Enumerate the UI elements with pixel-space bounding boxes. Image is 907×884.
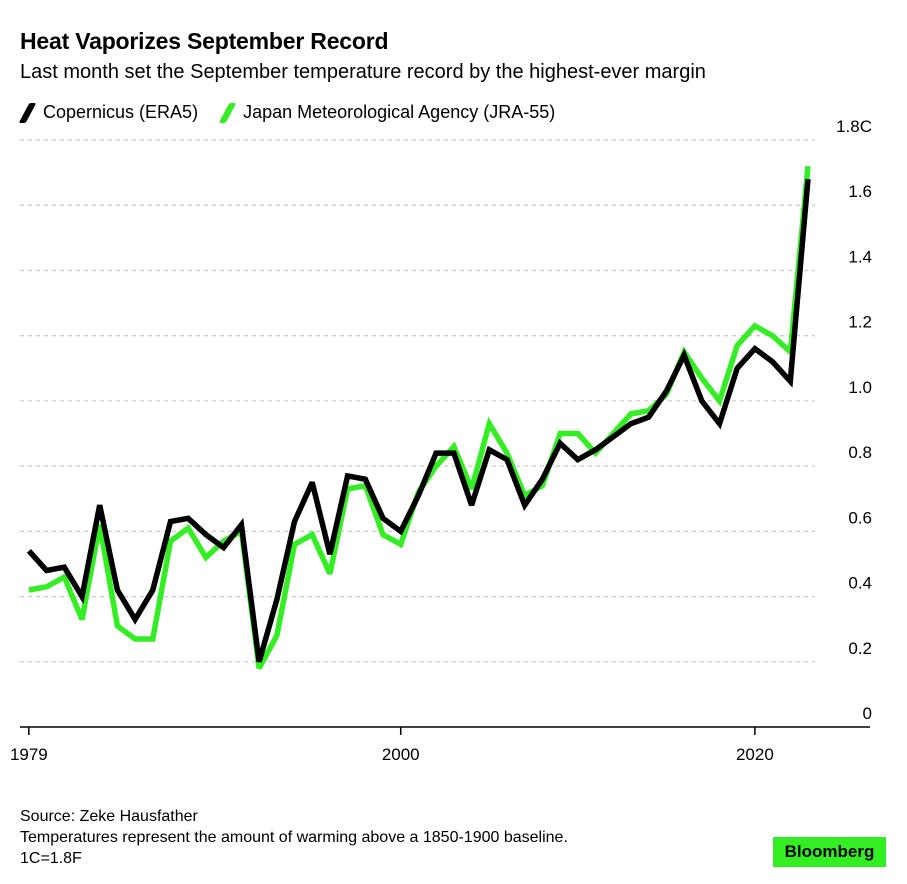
line-chart: 0 0.2 0.4 0.6 0.8 1.0 1.2 1.4 1.6 1.8C 1979 2000 202… — [10, 117, 872, 764]
series-line-jma — [28, 165, 811, 670]
y-tick-label: 0.6 — [848, 508, 872, 527]
source-note: Source: Zeke Hausfather — [20, 808, 198, 825]
x-tick-label: 2020 — [736, 745, 774, 764]
y-tick-label: 1.4 — [848, 247, 872, 266]
y-tick-label: 1.2 — [848, 313, 872, 332]
axes: 0 0.2 0.4 0.6 0.8 1.0 1.2 1.4 1.6 1.8C 1979 2000 202… — [10, 117, 872, 764]
legend-item-jma: Japan Meteorological Agency (JRA-55) — [218, 102, 556, 123]
y-tick-label: 1.8C — [836, 117, 872, 136]
chart-subtitle: Last month set the September temperature… — [20, 61, 706, 83]
y-tick-label: 0.4 — [848, 574, 872, 593]
y-tick-label: 1.6 — [848, 182, 872, 201]
baseline-note: Temperatures represent the amount of war… — [20, 829, 568, 846]
legend-label-copernicus: Copernicus (ERA5) — [43, 102, 199, 122]
x-tick-label: 2000 — [382, 745, 420, 764]
x-tick-label: 1979 — [10, 745, 48, 764]
conversion-note: 1C=1.8F — [20, 850, 82, 867]
y-tick-label: 0.2 — [848, 639, 872, 658]
y-tick-label: 0 — [863, 704, 872, 723]
y-tick-label: 1.0 — [848, 378, 872, 397]
series-line-copernicus — [26, 178, 811, 663]
series-lines — [26, 165, 811, 670]
legend-label-jma: Japan Meteorological Agency (JRA-55) — [243, 102, 556, 122]
legend-item-copernicus: Copernicus (ERA5) — [18, 102, 199, 123]
y-tick-label: 0.8 — [848, 443, 872, 462]
legend: Copernicus (ERA5) Japan Meteorological A… — [18, 102, 577, 123]
footer: Source: Zeke Hausfather Temperatures rep… — [20, 806, 568, 869]
chart-title: Heat Vaporizes September Record — [20, 28, 389, 54]
bloomberg-logo: Bloomberg — [773, 837, 886, 867]
gridlines — [20, 139, 815, 663]
